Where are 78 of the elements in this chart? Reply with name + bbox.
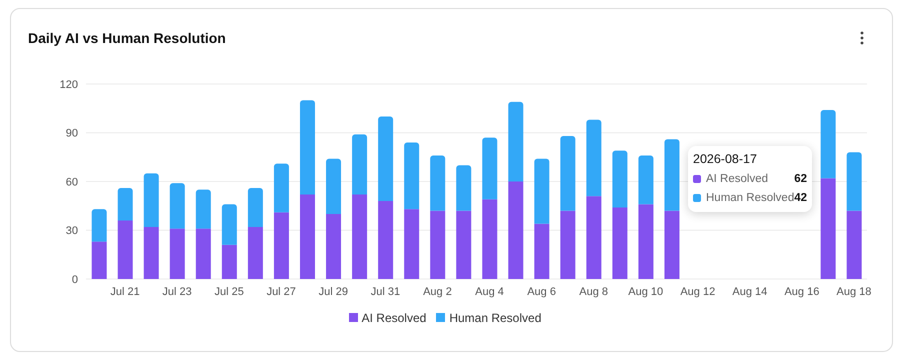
bar <box>326 214 342 279</box>
bar <box>92 209 107 242</box>
bar <box>586 196 602 279</box>
annotation: 42 <box>794 192 808 204</box>
bar <box>274 164 289 212</box>
x-tick-label: Aug 8 <box>579 286 608 298</box>
bar <box>586 120 602 196</box>
bar <box>430 210 446 279</box>
annotation: AI Resolved <box>706 172 768 184</box>
bar <box>456 165 472 211</box>
bar <box>222 204 237 245</box>
x-tick-label: Aug 12 <box>680 286 716 298</box>
bar <box>118 220 133 279</box>
bar <box>612 208 628 279</box>
bar <box>196 190 211 229</box>
bar <box>92 242 107 279</box>
x-tick-label: Aug 18 <box>836 286 872 298</box>
bar <box>248 227 263 279</box>
chart-title: Daily AI vs Human Resolution <box>28 30 226 46</box>
bar <box>274 212 289 279</box>
x-tick-label: Aug 6 <box>527 286 556 298</box>
bar <box>508 102 524 182</box>
y-tick-label: 30 <box>66 225 78 238</box>
bar <box>300 194 315 279</box>
bar <box>664 139 680 211</box>
x-tick-label: Jul 27 <box>266 286 296 298</box>
x-tick-label: Jul 23 <box>162 286 192 298</box>
legend-label: AI Resolved <box>362 311 426 325</box>
bar <box>820 178 836 279</box>
bar <box>404 142 420 210</box>
x-tick-label: Jul 31 <box>370 286 400 298</box>
bar <box>352 134 368 194</box>
annotation: Human Resolved <box>706 192 794 204</box>
annotation: 2026-08-17 <box>693 152 758 166</box>
bar <box>456 210 472 279</box>
x-tick-label: Jul 29 <box>318 286 348 298</box>
x-tick-label: Aug 14 <box>732 286 768 298</box>
x-tick-label: Aug 10 <box>628 286 664 298</box>
bar <box>248 188 263 227</box>
x-tick-label: Aug 16 <box>784 286 820 298</box>
bar <box>118 188 133 220</box>
bar <box>534 224 550 279</box>
x-tick-label: Jul 21 <box>110 286 140 298</box>
bar <box>196 228 211 279</box>
y-tick-label: 60 <box>66 176 78 188</box>
bar <box>846 152 862 211</box>
bar <box>638 156 654 204</box>
bar <box>144 227 159 279</box>
bar <box>170 228 185 279</box>
bar <box>378 201 394 279</box>
bar <box>846 210 862 279</box>
x-tick-label: Jul 25 <box>214 286 244 298</box>
bar <box>144 173 159 227</box>
bar <box>638 204 654 279</box>
bar <box>326 158 342 214</box>
bar <box>430 156 446 211</box>
bar <box>560 136 576 211</box>
bar <box>300 100 315 194</box>
x-tick-label: Aug 4 <box>475 286 504 298</box>
bar <box>222 244 237 279</box>
bar <box>482 199 498 279</box>
bar <box>378 116 394 201</box>
bar <box>820 110 836 178</box>
bar <box>664 210 680 279</box>
bar <box>560 210 576 279</box>
y-tick-label: 90 <box>66 128 78 140</box>
bar <box>170 183 185 229</box>
bar <box>612 150 628 208</box>
legend-label: Human Resolved <box>449 311 542 325</box>
y-tick-label: 0 <box>72 274 78 286</box>
x-tick-label: Aug 2 <box>423 286 452 298</box>
bar <box>508 182 524 279</box>
y-tick-label: 120 <box>60 78 78 91</box>
bar <box>482 138 498 200</box>
bar <box>534 158 550 224</box>
bar <box>404 209 420 279</box>
bar <box>352 194 368 279</box>
annotation: 62 <box>794 172 807 184</box>
